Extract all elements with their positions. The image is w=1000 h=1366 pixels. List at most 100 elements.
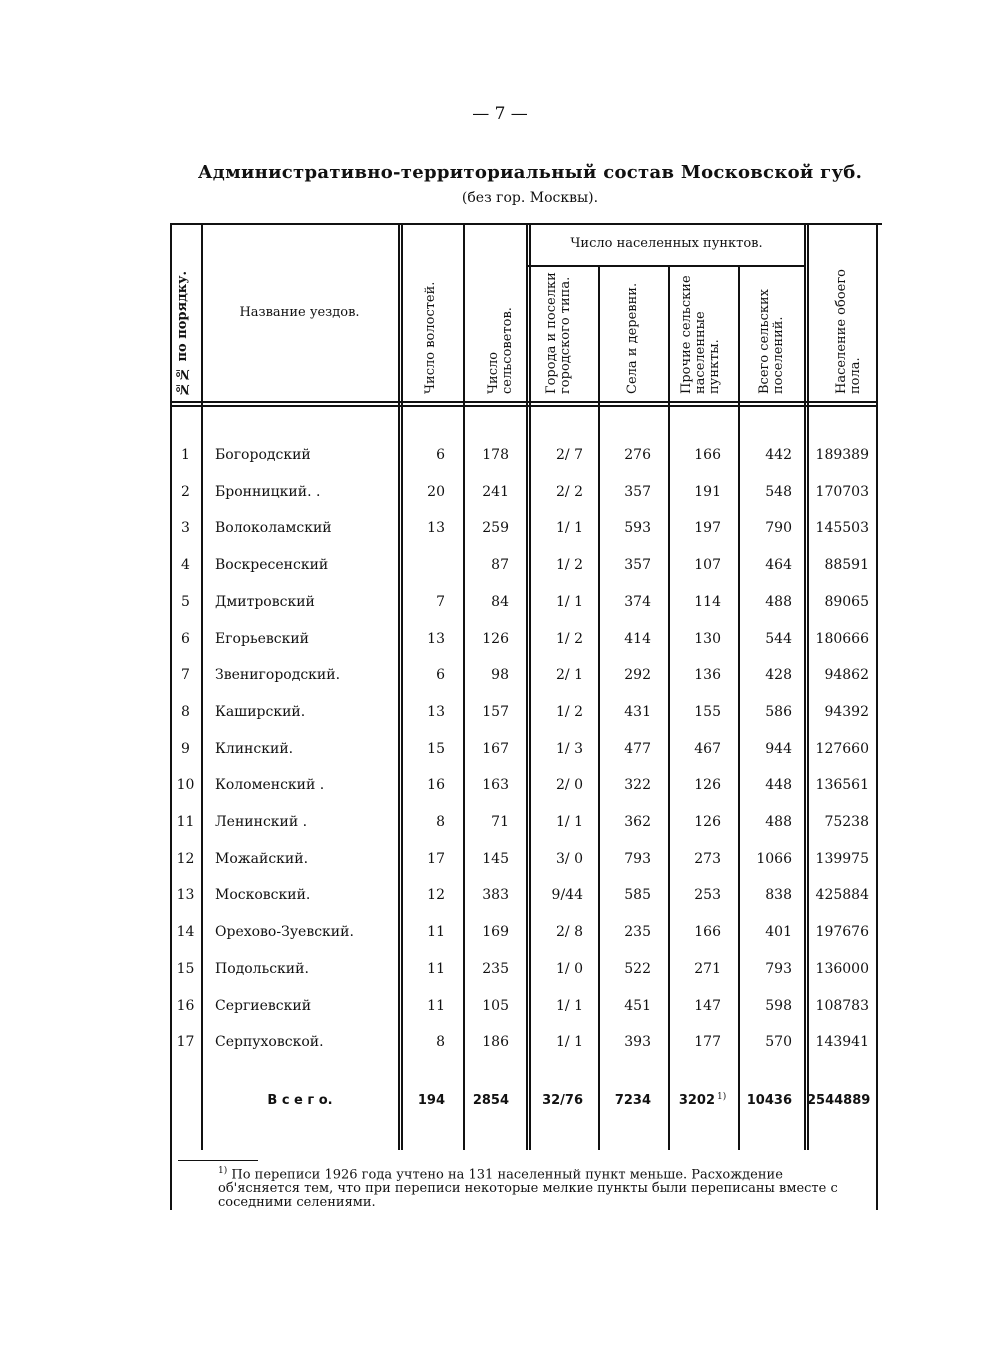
page-subtitle: (без гор. Москвы). [461, 190, 599, 206]
col-divider [201, 225, 203, 1150]
cell-other: 191 [694, 483, 721, 500]
cell-volosts: 6 [436, 447, 445, 463]
cell-name: Московский. [215, 887, 311, 904]
col-divider [738, 266, 740, 1150]
total-villages: 7234 [614, 1093, 651, 1108]
cell-towns: 1/ 1 [556, 997, 583, 1014]
cell-index: 6 [181, 630, 190, 647]
footnote-text: По переписи 1926 года учтено на 131 насе… [218, 1167, 838, 1211]
group-header: Число населенных пунктов. [570, 236, 763, 251]
col-divider [598, 266, 600, 1150]
cell-total-rural: 488 [765, 814, 792, 830]
header-name: Название уездов. [239, 305, 360, 320]
cell-other: 166 [694, 447, 721, 463]
cell-index: 10 [176, 777, 195, 794]
total-label: В с е г о. [267, 1093, 333, 1108]
cell-population: 170703 [815, 483, 869, 500]
cell-selsovets: 163 [482, 777, 509, 794]
cell-total-rural: 442 [765, 447, 792, 463]
cell-selsovets: 84 [491, 593, 509, 610]
cell-total-rural: 544 [765, 630, 792, 647]
cell-other: 130 [694, 630, 721, 647]
table-left-border [170, 225, 172, 1210]
cell-villages: 593 [624, 520, 651, 537]
cell-population: 145503 [815, 520, 869, 537]
cell-total-rural: 570 [765, 1034, 792, 1051]
cell-index: 3 [181, 520, 190, 537]
cell-name: Дмитровский [215, 593, 315, 610]
cell-name: Подольский. [215, 960, 309, 977]
cell-volosts: 20 [427, 483, 445, 500]
cell-total-rural: 586 [765, 703, 792, 720]
cell-towns: 9/44 [551, 887, 583, 904]
cell-selsovets: 186 [482, 1034, 509, 1051]
col-divider [804, 225, 806, 1150]
table-top-rule [170, 223, 882, 225]
cell-other: 271 [694, 960, 721, 977]
cell-name: Звенигородский. [215, 667, 341, 684]
cell-index: 11 [176, 814, 195, 830]
header-volosts: Число волостей. [423, 281, 438, 394]
cell-volosts: 7 [436, 593, 445, 610]
cell-other: 177 [694, 1034, 721, 1051]
cell-villages: 357 [624, 483, 651, 500]
cell-selsovets: 157 [482, 703, 509, 720]
cell-other: 197 [694, 520, 721, 537]
cell-name: Егорьевский [215, 630, 309, 647]
cell-total-rural: 944 [765, 740, 792, 757]
cell-name: Серпуховской. [215, 1034, 324, 1051]
cell-name: Волоколамский [215, 520, 332, 537]
header-population: Население обоего пола. [834, 269, 863, 394]
cell-other: 166 [694, 924, 721, 941]
cell-selsovets: 235 [482, 960, 509, 977]
cell-selsovets: 167 [482, 740, 509, 757]
cell-towns: 1/ 2 [556, 630, 583, 647]
cell-towns: 1/ 1 [556, 520, 583, 537]
cell-selsovets: 383 [482, 887, 509, 904]
total-selsovets: 2854 [472, 1093, 509, 1108]
cell-index: 15 [176, 960, 195, 977]
cell-total-rural: 793 [765, 960, 792, 977]
cell-index: 5 [181, 593, 190, 610]
cell-population: 127660 [815, 740, 869, 757]
header-rule-2 [170, 405, 878, 407]
cell-name: Каширский. [215, 703, 306, 720]
cell-selsovets: 71 [491, 814, 509, 830]
header-villages: Села и деревни. [625, 282, 640, 394]
cell-villages: 522 [624, 960, 651, 977]
cell-towns: 2/ 0 [556, 777, 583, 794]
cell-index: 4 [181, 557, 190, 574]
cell-other: 253 [694, 887, 721, 904]
col-divider [807, 225, 809, 1150]
total-other: 3202 [678, 1093, 715, 1108]
cell-towns: 1/ 2 [556, 703, 583, 720]
cell-selsovets: 98 [491, 667, 509, 684]
cell-villages: 292 [624, 667, 651, 684]
col-divider [463, 225, 465, 1150]
cell-other: 155 [694, 703, 721, 720]
col-divider [668, 266, 670, 1150]
cell-total-rural: 838 [765, 887, 792, 904]
cell-total-rural: 448 [765, 777, 792, 794]
cell-name: Богородский [215, 447, 311, 463]
cell-volosts: 11 [427, 924, 445, 941]
cell-volosts: 12 [427, 887, 445, 904]
cell-total-rural: 464 [765, 557, 792, 574]
footnote-rule [178, 1160, 258, 1161]
col-divider [398, 225, 400, 1150]
header-index: №№ по порядку. [175, 270, 190, 396]
header-other: Прочие сельские населенные пункты. [679, 275, 722, 394]
cell-index: 7 [181, 667, 190, 684]
cell-name: Коломенский . [215, 777, 325, 794]
cell-name: Клинский. [215, 740, 294, 757]
total-other-note: 1) [717, 1092, 727, 1102]
cell-index: 9 [181, 740, 190, 757]
cell-volosts: 13 [427, 520, 445, 537]
cell-population: 139975 [815, 850, 869, 867]
cell-villages: 477 [624, 740, 651, 757]
cell-towns: 1/ 3 [556, 740, 583, 757]
cell-population: 136561 [815, 777, 869, 794]
cell-other: 147 [694, 997, 721, 1014]
cell-selsovets: 87 [491, 557, 509, 574]
cell-selsovets: 126 [482, 630, 509, 647]
